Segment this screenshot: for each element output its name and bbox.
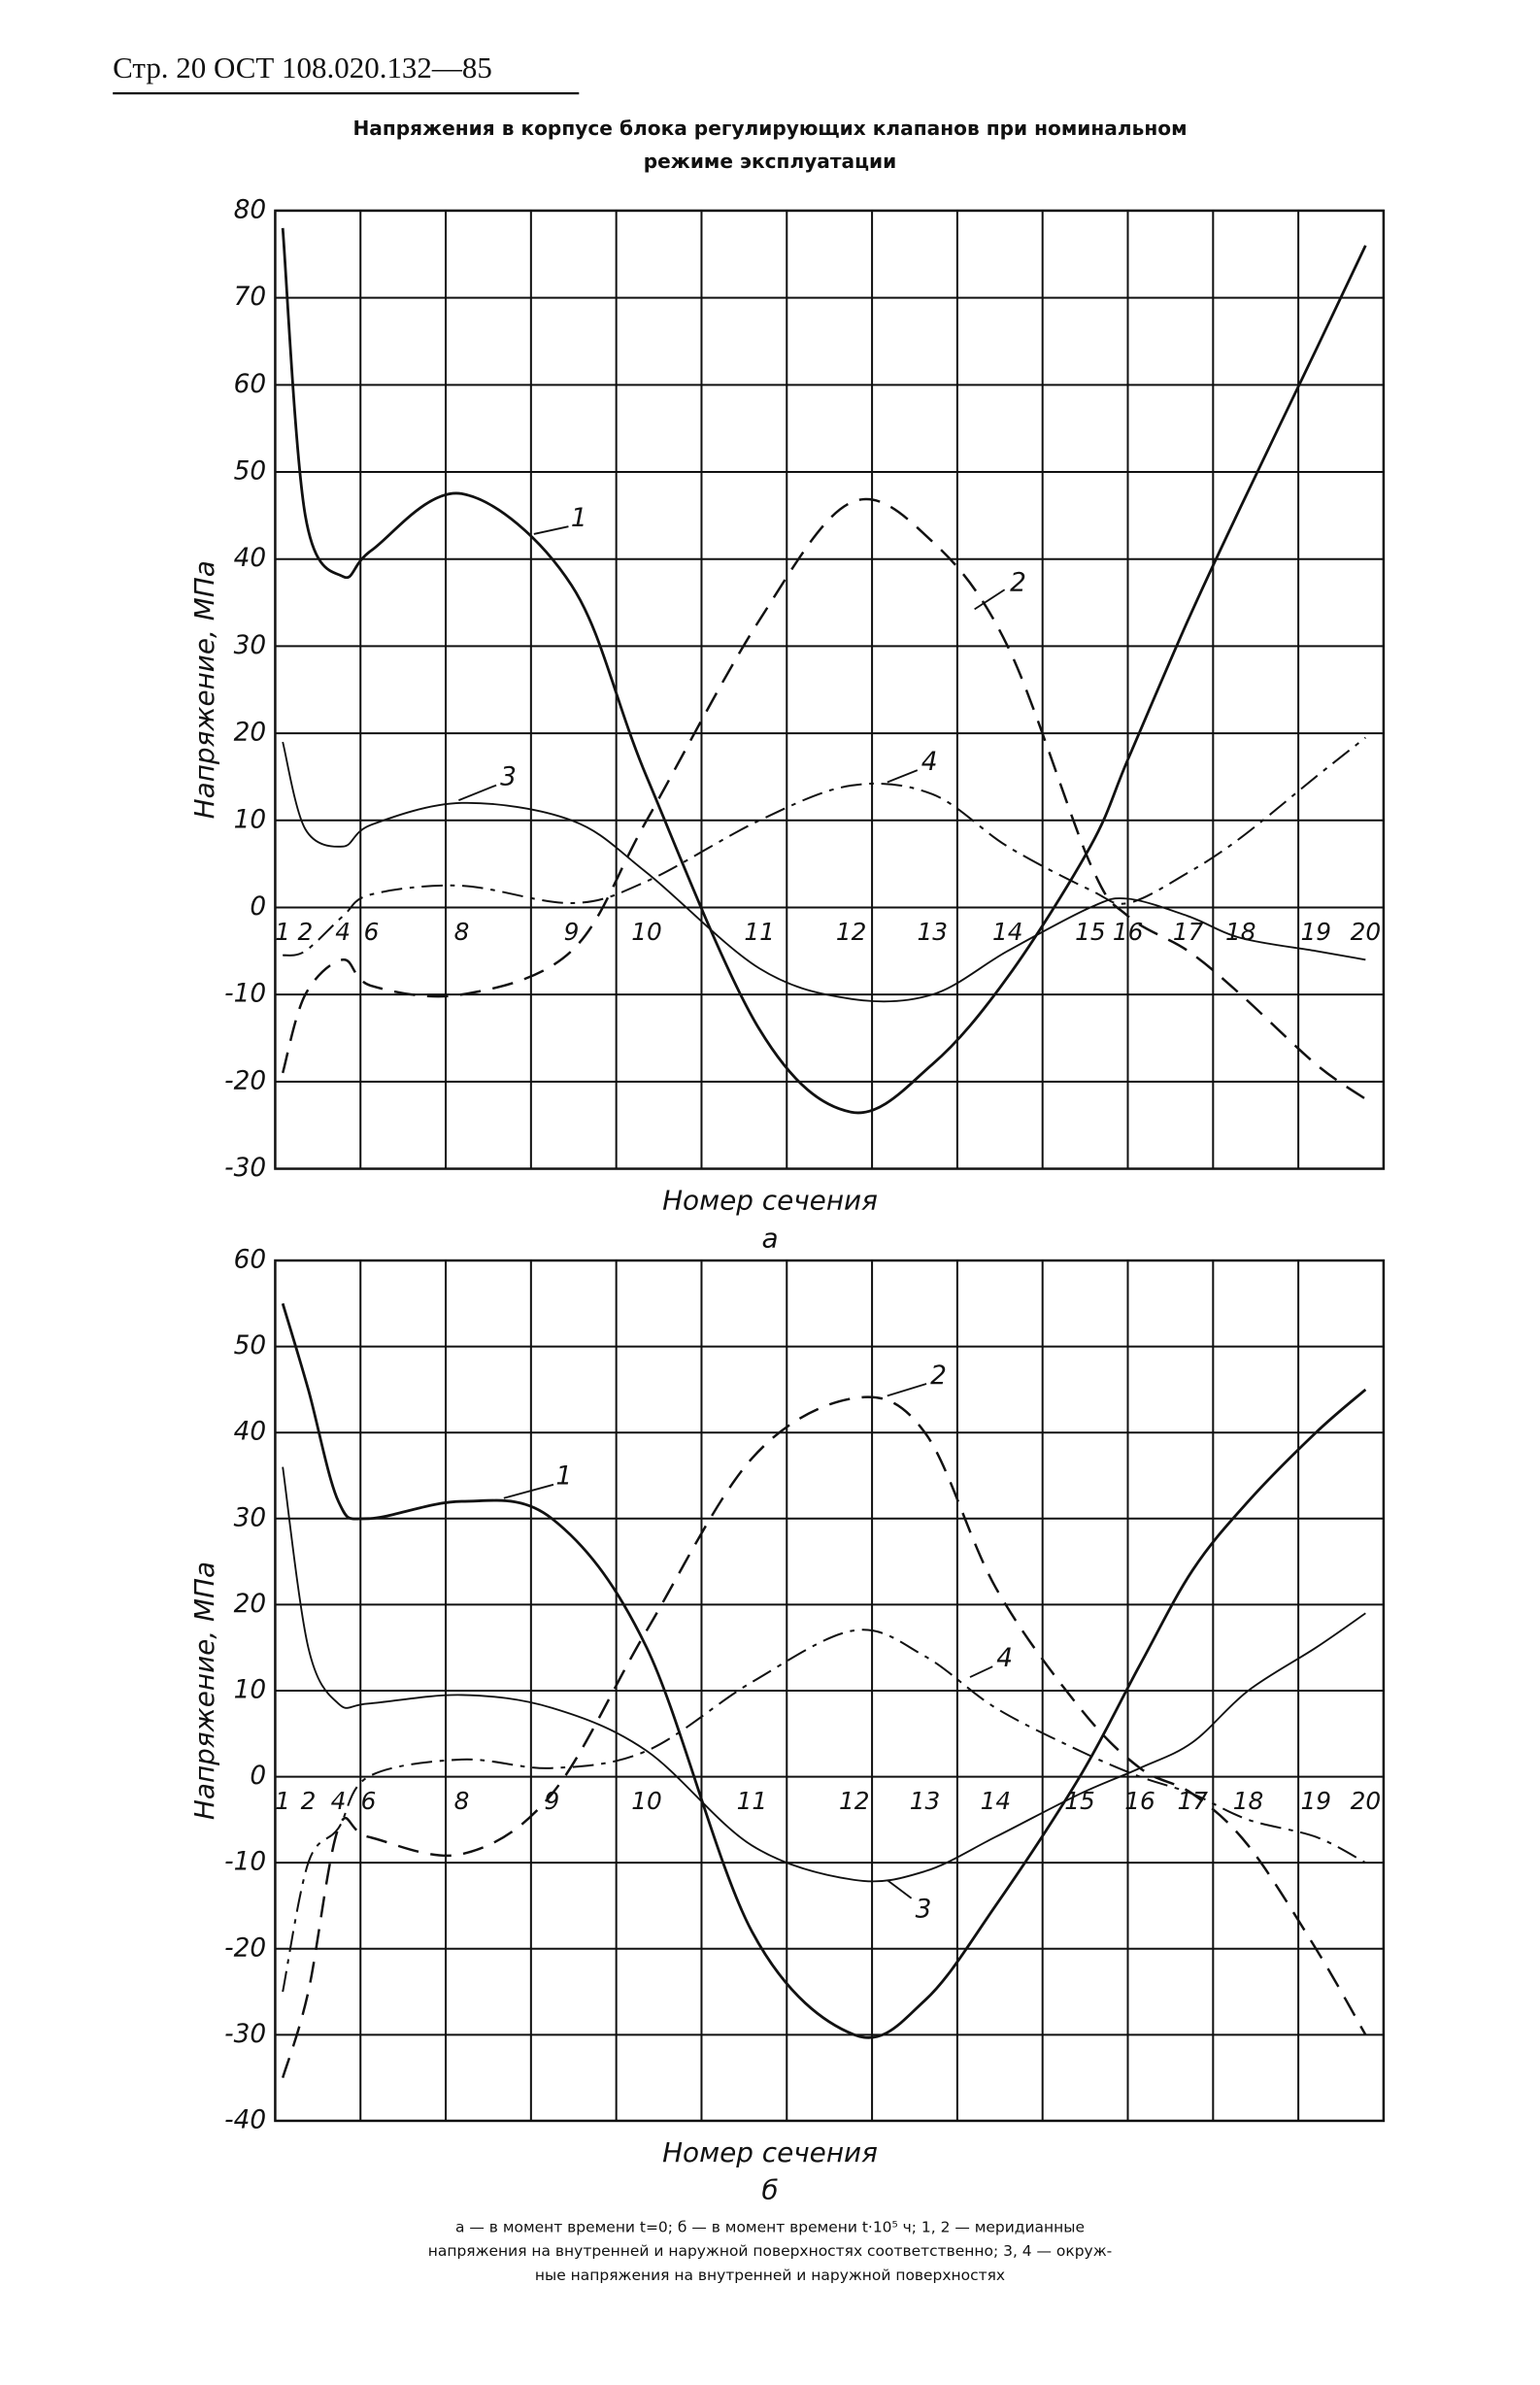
chart-sublabel: б xyxy=(761,2174,778,2206)
x-tick-label: 4 xyxy=(331,1787,347,1815)
y-tick-label: 30 xyxy=(234,1503,267,1532)
series-label: 2 xyxy=(1010,569,1026,598)
x-tick-label: 13 xyxy=(910,1787,941,1815)
y-tick-label: -40 xyxy=(224,2105,266,2134)
y-tick-label: -20 xyxy=(224,1933,266,1963)
chart-sublabel: а xyxy=(761,1222,778,1254)
series-line xyxy=(281,1302,1367,2039)
label-leader xyxy=(458,784,497,801)
x-tick-label: 2 xyxy=(301,1787,317,1815)
y-tick-label: 30 xyxy=(234,631,267,660)
series-line xyxy=(282,1466,1366,1883)
x-tick-label: 1 xyxy=(275,918,290,946)
x-axis-label: Номер сечения xyxy=(662,1185,878,1217)
label-leader xyxy=(503,1483,554,1499)
y-tick-label: 60 xyxy=(234,1246,267,1275)
x-tick-label: 11 xyxy=(744,918,775,946)
y-tick-label: 40 xyxy=(234,1418,267,1447)
plot-frame xyxy=(274,1259,1386,2123)
x-tick-label: 12 xyxy=(836,918,867,946)
series-label: 4 xyxy=(921,748,938,777)
x-tick-label: 9 xyxy=(564,918,580,946)
caption: ные напряжения на внутренней и наружной … xyxy=(535,2267,1005,2284)
label-leader xyxy=(969,1665,993,1678)
x-tick-label: 12 xyxy=(839,1787,870,1815)
y-tick-label: -30 xyxy=(224,1154,266,1183)
caption: а — в момент времени t=0; б — в момент в… xyxy=(455,2218,1085,2235)
x-tick-label: 10 xyxy=(631,1787,662,1815)
x-tick-label: 8 xyxy=(454,918,470,946)
plot-frame xyxy=(274,209,1386,1170)
y-tick-label: -10 xyxy=(224,980,266,1009)
x-tick-label: 15 xyxy=(1075,918,1106,946)
series-label: 3 xyxy=(916,1896,932,1925)
x-tick-label: 6 xyxy=(364,918,380,946)
series-label: 1 xyxy=(555,1462,572,1492)
y-tick-label: 0 xyxy=(250,1762,266,1791)
y-tick-label: 0 xyxy=(250,892,266,922)
series-line xyxy=(282,736,1366,957)
y-tick-label: 20 xyxy=(234,1590,267,1619)
x-tick-label: 19 xyxy=(1300,1787,1331,1815)
x-tick-label: 19 xyxy=(1300,918,1331,946)
series-line xyxy=(281,1395,1367,2079)
title: Напряжения в корпусе блока регулирующих … xyxy=(352,117,1187,140)
series-line xyxy=(281,227,1367,1115)
y-tick-label: 20 xyxy=(234,719,267,748)
x-tick-label: 18 xyxy=(1225,918,1256,946)
y-tick-label: 70 xyxy=(234,283,267,312)
x-tick-label: 17 xyxy=(1177,1787,1208,1815)
series-label: 1 xyxy=(571,504,587,533)
x-tick-label: 17 xyxy=(1173,918,1204,946)
x-tick-label: 6 xyxy=(361,1787,377,1815)
y-tick-label: 10 xyxy=(234,805,267,834)
x-tick-label: 15 xyxy=(1064,1787,1095,1815)
x-tick-label: 1 xyxy=(275,1787,290,1815)
label-leader xyxy=(533,525,569,535)
y-axis-label: Напряжение, МПа xyxy=(188,1562,220,1820)
series-label: 2 xyxy=(930,1361,947,1391)
x-tick-label: 11 xyxy=(737,1787,768,1815)
series-label: 4 xyxy=(996,1644,1013,1673)
x-tick-label: 8 xyxy=(454,1787,470,1815)
y-tick-label: 60 xyxy=(234,370,267,399)
label-leader xyxy=(887,769,919,784)
x-tick-label: 2 xyxy=(298,918,314,946)
series-line xyxy=(281,497,1367,1100)
y-tick-label: 50 xyxy=(234,1331,267,1360)
x-tick-label: 18 xyxy=(1233,1787,1264,1815)
y-tick-label: 80 xyxy=(234,195,267,224)
x-tick-label: 20 xyxy=(1351,1787,1382,1815)
x-tick-label: 13 xyxy=(918,918,949,946)
y-tick-label: -20 xyxy=(224,1066,266,1095)
x-tick-label: 16 xyxy=(1124,1787,1155,1815)
y-axis-label: Напряжение, МПа xyxy=(188,560,220,819)
title: режиме эксплуатации xyxy=(644,150,897,173)
header: Стр. 20 ОСТ 108.020.132—85 xyxy=(113,50,492,84)
series-line xyxy=(282,741,1366,1003)
x-axis-label: Номер сечения xyxy=(662,2136,878,2168)
caption: напряжения на внутренней и наружной пове… xyxy=(428,2242,1112,2260)
y-tick-label: -30 xyxy=(224,2020,266,2049)
label-leader xyxy=(887,1383,927,1397)
y-tick-label: -10 xyxy=(224,1848,266,1877)
y-tick-label: 10 xyxy=(234,1675,267,1704)
x-tick-label: 10 xyxy=(631,918,662,946)
y-tick-label: 40 xyxy=(234,544,267,573)
y-tick-label: 50 xyxy=(234,457,267,487)
x-tick-label: 20 xyxy=(1351,918,1382,946)
x-tick-label: 9 xyxy=(545,1787,560,1815)
x-tick-label: 14 xyxy=(981,1787,1012,1815)
label-leader xyxy=(974,588,1006,611)
x-tick-label: 14 xyxy=(992,918,1023,946)
x-tick-label: 16 xyxy=(1113,918,1144,946)
series-line xyxy=(282,1629,1366,1993)
label-leader xyxy=(887,1879,913,1899)
x-tick-label: 4 xyxy=(335,918,351,946)
series-label: 3 xyxy=(500,762,517,791)
